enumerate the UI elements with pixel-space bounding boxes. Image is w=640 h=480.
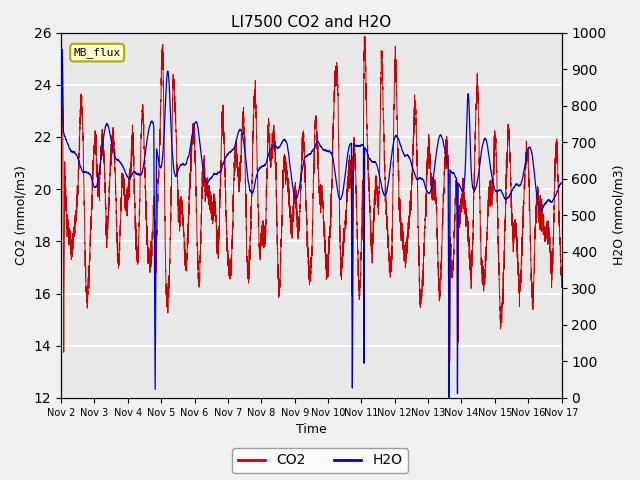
Y-axis label: H2O (mmol/m3): H2O (mmol/m3)	[612, 165, 625, 265]
Text: MB_flux: MB_flux	[74, 47, 121, 58]
X-axis label: Time: Time	[296, 423, 326, 436]
Y-axis label: CO2 (mmol/m3): CO2 (mmol/m3)	[15, 165, 28, 265]
Title: LI7500 CO2 and H2O: LI7500 CO2 and H2O	[231, 15, 392, 30]
Legend: CO2, H2O: CO2, H2O	[232, 448, 408, 473]
